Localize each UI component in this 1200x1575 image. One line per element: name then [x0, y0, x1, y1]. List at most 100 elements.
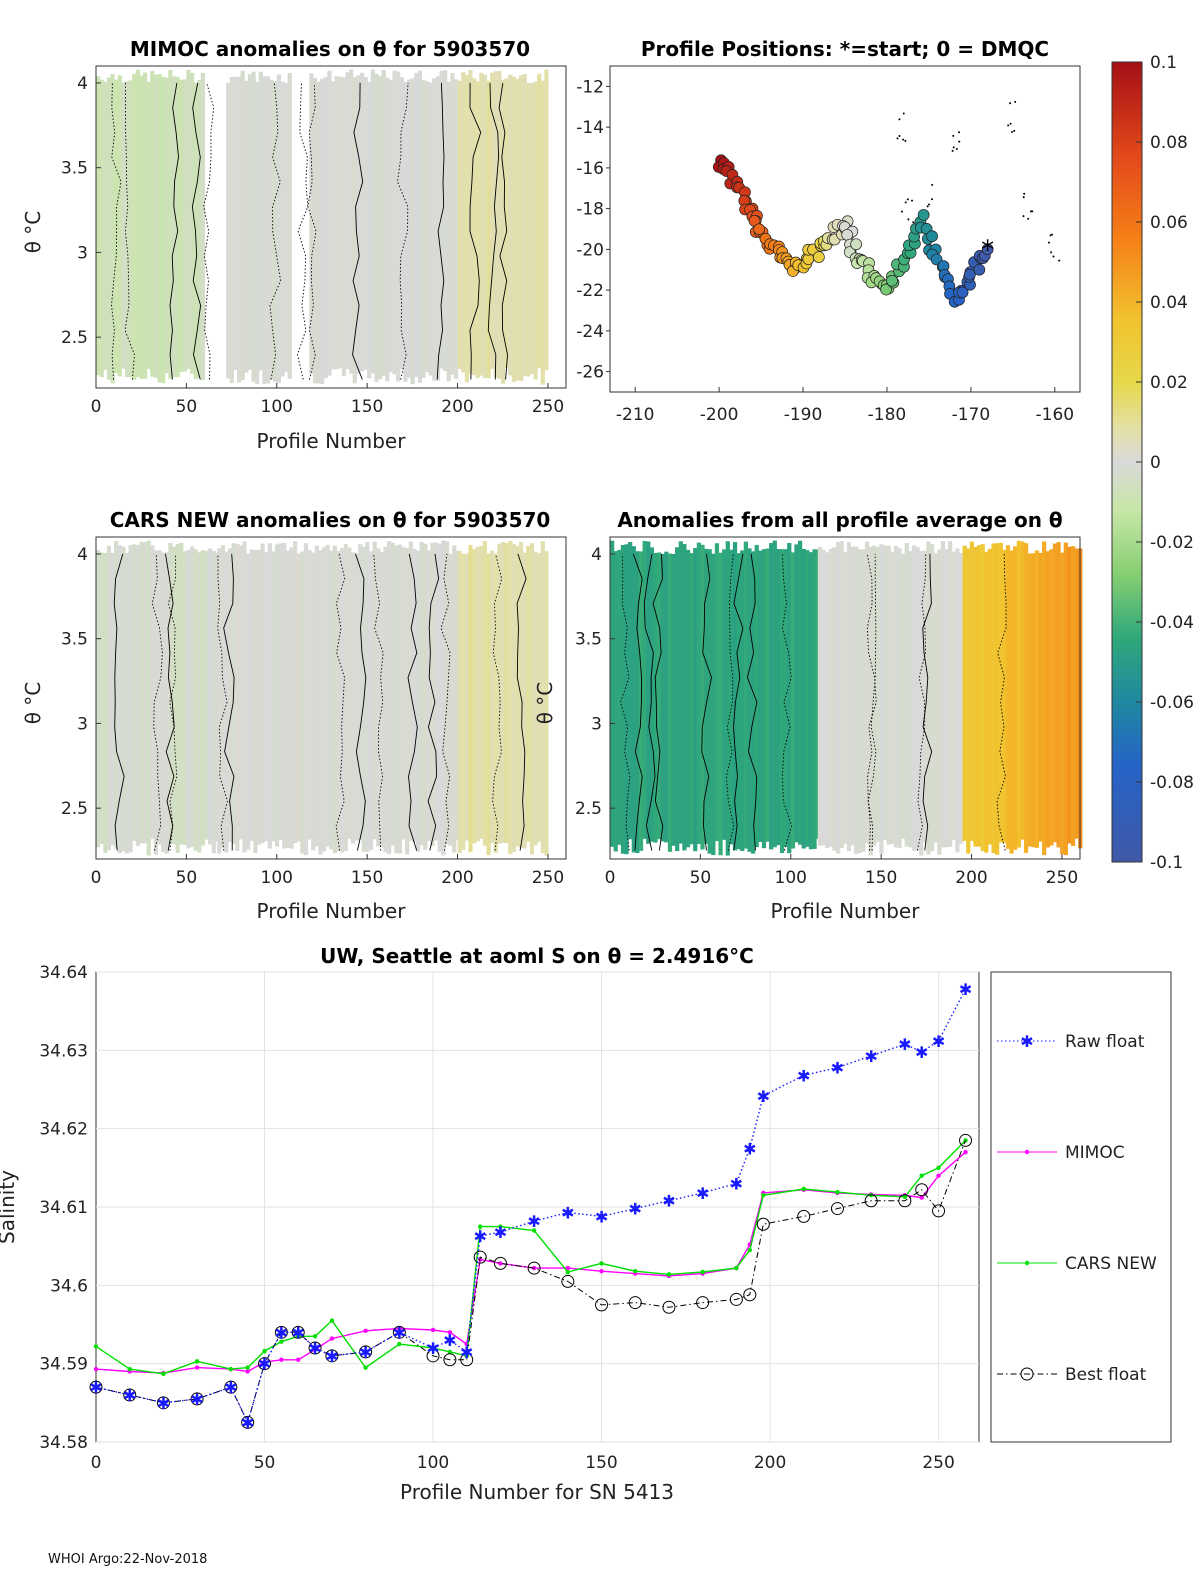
heatmap-column — [143, 542, 148, 844]
data-point — [228, 1366, 234, 1372]
heatmap-column — [828, 548, 833, 847]
heatmap-column — [490, 72, 495, 369]
heatmap-column — [121, 82, 126, 369]
heatmap-column — [117, 545, 122, 854]
heatmap-column — [229, 76, 234, 384]
legend-label: CARS NEW — [1065, 1254, 1157, 1274]
coastline-dot — [1009, 122, 1012, 125]
heatmap-column — [412, 548, 417, 843]
cars-title: CARS NEW anomalies on θ for 5903570 — [110, 508, 551, 532]
y-tick-label: 3 — [77, 243, 88, 263]
contour-line — [111, 82, 122, 380]
heatmap-column — [515, 78, 520, 381]
profile-position-marker — [956, 286, 969, 299]
data-point — [902, 1194, 908, 1200]
heatmap-column — [544, 551, 549, 856]
y-tick-label: -26 — [576, 363, 604, 383]
heatmap-column — [736, 553, 741, 850]
heatmap-column — [363, 76, 368, 370]
heatmap-column — [843, 551, 848, 844]
heatmap-column — [182, 79, 187, 372]
series-line — [95, 988, 967, 1425]
data-point — [127, 1366, 132, 1372]
positions-y-ticks: -12 -14 -16 -18 -20 -22 -24 -26 — [576, 77, 610, 383]
cars-xlabel: Profile Number — [257, 899, 407, 923]
heatmap-column — [446, 81, 451, 382]
y-tick-label: 4 — [77, 545, 88, 565]
data-point: ✱ — [494, 1223, 507, 1242]
contour-line — [269, 82, 282, 380]
heatmap-column — [182, 551, 187, 846]
heatmap-column — [500, 79, 506, 384]
heatmap-column — [227, 548, 233, 843]
heatmap-column — [153, 74, 159, 378]
heatmap-column — [700, 544, 705, 850]
contour-line — [167, 553, 178, 851]
data-point — [915, 1183, 929, 1197]
heatmap-column — [365, 542, 370, 852]
heatmap-column — [984, 551, 989, 853]
data-point: ✱ — [864, 1047, 877, 1066]
data-point: ✱ — [757, 1087, 770, 1106]
heatmap-column — [320, 78, 325, 385]
data-point: ✱ — [959, 980, 972, 999]
x-tick-label: 250 — [1046, 868, 1078, 888]
data-point — [426, 1349, 440, 1363]
heatmap-column — [635, 551, 640, 854]
coastline-dot — [1007, 124, 1010, 127]
data-point — [325, 1349, 339, 1363]
heatmap-column — [396, 71, 401, 382]
contour-line — [436, 82, 445, 380]
data-point — [756, 1217, 770, 1231]
data-point — [245, 1365, 250, 1370]
data-point — [527, 1261, 541, 1275]
heatmap-column — [980, 544, 985, 852]
salinity-legend: ✱ Raw float MIMOC CARS NEW Best float — [997, 1032, 1157, 1385]
heatmap-column — [161, 552, 166, 853]
coastline-dot — [1047, 241, 1050, 244]
data-point: ✱ — [359, 1343, 372, 1362]
heatmap-column — [1067, 546, 1072, 844]
heatmap-column — [540, 541, 545, 854]
heatmap-column — [262, 76, 267, 384]
contour-line — [373, 553, 384, 851]
y-tick-label: 34.6 — [50, 1276, 88, 1296]
cars-axes-box — [95, 536, 567, 860]
y-tick-label: 34.59 — [39, 1355, 88, 1375]
heatmap-column — [376, 548, 381, 847]
heatmap-column — [857, 549, 862, 853]
heatmap-column — [940, 540, 946, 848]
heatmap-column — [415, 550, 421, 852]
salinity-xlabel: Profile Number for SN 5413 — [400, 1480, 674, 1504]
x-tick-label: 250 — [922, 1453, 954, 1473]
heatmap-column — [175, 544, 180, 853]
data-point — [633, 1269, 638, 1274]
data-point: ✱ — [426, 1339, 439, 1358]
heatmap-column — [479, 72, 484, 376]
series-cars-new — [93, 1138, 968, 1377]
heatmap-column — [255, 81, 260, 385]
x-tick-label: 50 — [254, 1453, 276, 1473]
data-point: ✱ — [595, 1207, 608, 1226]
heatmap-column — [332, 545, 338, 854]
heatmap-column — [128, 545, 133, 853]
heatmap-column — [998, 542, 1003, 843]
heatmap-column — [642, 540, 647, 839]
colorbar-tick-label: 0.1 — [1150, 53, 1177, 73]
heatmap-column — [341, 77, 347, 377]
heatmap-column — [164, 552, 169, 854]
heatmap-column — [345, 72, 350, 370]
data-point — [565, 1269, 571, 1275]
heatmap-column — [343, 544, 348, 851]
heatmap-column — [758, 550, 763, 842]
heatmap-column — [244, 80, 249, 373]
heatmap-column — [922, 550, 927, 843]
contour-line — [203, 82, 215, 380]
heatmap-column — [504, 542, 509, 844]
profile-position-marker — [926, 230, 938, 243]
heatmap-column — [671, 553, 676, 846]
x-tick-label: 50 — [690, 868, 712, 888]
x-tick-label: 50 — [176, 397, 198, 417]
heatmap-column — [515, 546, 520, 847]
heatmap-column — [273, 81, 278, 382]
